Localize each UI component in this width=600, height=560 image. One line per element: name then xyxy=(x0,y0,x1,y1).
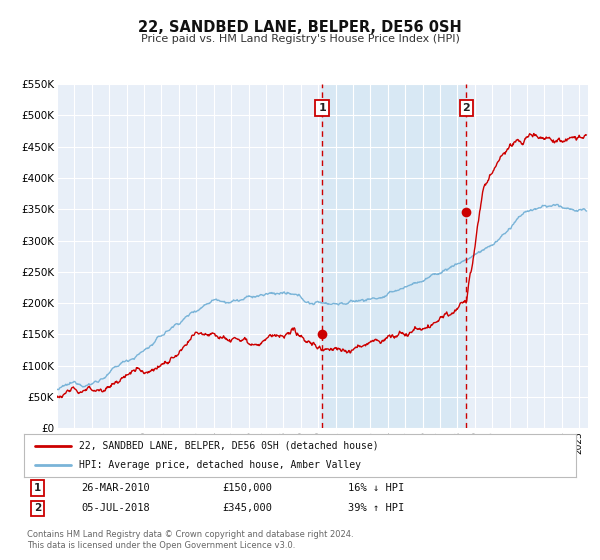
Text: 05-JUL-2018: 05-JUL-2018 xyxy=(81,503,150,514)
Text: This data is licensed under the Open Government Licence v3.0.: This data is licensed under the Open Gov… xyxy=(27,541,295,550)
Text: Price paid vs. HM Land Registry's House Price Index (HPI): Price paid vs. HM Land Registry's House … xyxy=(140,34,460,44)
Text: £150,000: £150,000 xyxy=(222,483,272,493)
Text: 1: 1 xyxy=(34,483,41,493)
Text: 1: 1 xyxy=(318,103,326,113)
Text: 22, SANDBED LANE, BELPER, DE56 0SH: 22, SANDBED LANE, BELPER, DE56 0SH xyxy=(138,20,462,35)
Text: 16% ↓ HPI: 16% ↓ HPI xyxy=(348,483,404,493)
Text: 2: 2 xyxy=(34,503,41,514)
Text: 39% ↑ HPI: 39% ↑ HPI xyxy=(348,503,404,514)
Text: Contains HM Land Registry data © Crown copyright and database right 2024.: Contains HM Land Registry data © Crown c… xyxy=(27,530,353,539)
Text: HPI: Average price, detached house, Amber Valley: HPI: Average price, detached house, Ambe… xyxy=(79,460,361,470)
Text: 26-MAR-2010: 26-MAR-2010 xyxy=(81,483,150,493)
Text: £345,000: £345,000 xyxy=(222,503,272,514)
Text: 2: 2 xyxy=(463,103,470,113)
Bar xyxy=(322,84,466,428)
Text: 22, SANDBED LANE, BELPER, DE56 0SH (detached house): 22, SANDBED LANE, BELPER, DE56 0SH (deta… xyxy=(79,441,379,451)
